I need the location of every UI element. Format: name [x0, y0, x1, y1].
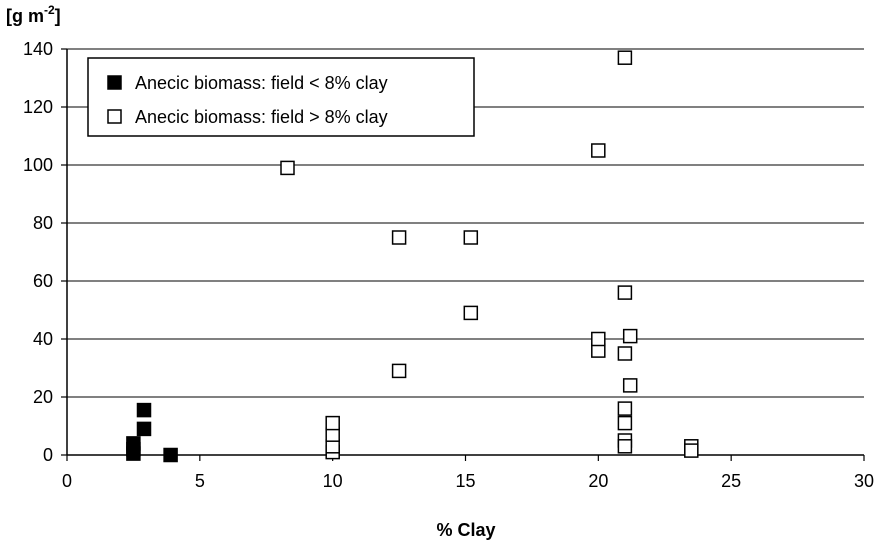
x-tick-labels: 0 5 10 15 20 25 30 — [62, 471, 874, 491]
legend-label-series-2: Anecic biomass: field > 8% clay — [135, 107, 388, 127]
data-point-filled — [136, 402, 152, 418]
data-point-open — [591, 331, 606, 347]
y-tick-label: 120 — [23, 97, 53, 117]
y-tick-label: 80 — [33, 213, 53, 233]
y-axis-label-end: ] — [55, 6, 61, 26]
data-point-open — [617, 50, 633, 65]
x-axis-label: % Clay — [436, 520, 495, 540]
data-point-open — [325, 415, 340, 431]
data-points — [126, 50, 699, 463]
data-point-filled — [163, 447, 178, 463]
data-point-filled — [126, 436, 141, 451]
data-point-open — [622, 328, 638, 344]
data-point-open — [617, 346, 633, 361]
x-tick-label: 0 — [62, 471, 72, 491]
data-point-open — [622, 378, 638, 393]
data-point-filled — [136, 421, 152, 437]
data-point-open — [391, 230, 407, 245]
y-tick-label: 0 — [43, 445, 53, 465]
legend-marker-filled-square — [107, 75, 122, 90]
y-tick-label: 20 — [33, 387, 53, 407]
y-tick-label: 140 — [23, 39, 53, 59]
x-tick-label: 20 — [588, 471, 608, 491]
data-point-open — [617, 285, 633, 300]
y-tick-label: 100 — [23, 155, 53, 175]
y-tick-labels: 0 20 40 60 80 100 120 140 — [23, 39, 53, 465]
data-point-open — [684, 443, 699, 458]
legend: Anecic biomass: field < 8% clay Anecic b… — [87, 57, 475, 137]
data-point-open — [463, 230, 479, 245]
x-tick-label: 25 — [721, 471, 741, 491]
data-point-open — [617, 415, 633, 431]
axes — [61, 48, 865, 461]
data-point-open — [391, 363, 407, 379]
data-point-open — [280, 160, 295, 176]
y-axis-label-main: [g m — [6, 6, 44, 26]
x-tick-label: 10 — [323, 471, 343, 491]
x-tick-label: 5 — [195, 471, 205, 491]
data-point-open — [617, 401, 633, 416]
y-tick-label: 40 — [33, 329, 53, 349]
legend-box — [87, 57, 475, 137]
y-tick-label: 60 — [33, 271, 53, 291]
y-axis-label: [g m-2] — [6, 3, 61, 26]
data-point-open — [617, 439, 633, 454]
data-point-open — [591, 143, 606, 158]
x-tick-label: 30 — [854, 471, 874, 491]
data-point-open — [463, 305, 479, 321]
x-tick-label: 15 — [455, 471, 475, 491]
legend-label-series-1: Anecic biomass: field < 8% clay — [135, 73, 388, 93]
y-axis-label-superscript: -2 — [44, 3, 55, 17]
legend-marker-open-square — [107, 109, 122, 124]
